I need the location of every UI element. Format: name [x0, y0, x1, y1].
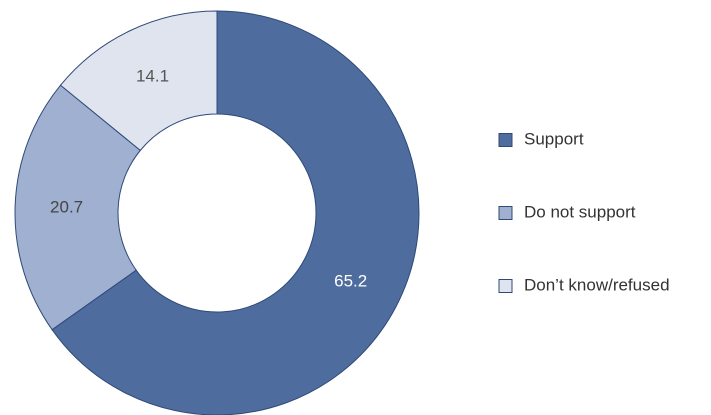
legend-label-don-t-know-refused: Don’t know/refused	[524, 275, 670, 294]
data-label-do-not-support: 20.7	[50, 197, 83, 216]
data-labels: 65.2 20.7 14.1	[50, 67, 367, 291]
legend: Support Do not support Don’t know/refused	[498, 129, 670, 294]
slice-don-t-know-refused	[59, 10, 218, 152]
slice-support	[51, 10, 420, 415]
legend-swatch-don-t-know-refused	[498, 279, 513, 293]
slice-do-not-support	[14, 84, 142, 331]
data-label-don-t-know-refused: 14.1	[136, 67, 169, 86]
legend-label-do-not-support: Do not support	[524, 202, 636, 221]
legend-swatch-do-not-support	[498, 206, 513, 220]
data-label-support: 65.2	[334, 272, 367, 291]
legend-label-support: Support	[524, 129, 584, 148]
donut-slices	[14, 10, 420, 415]
legend-swatch-support	[498, 133, 513, 147]
